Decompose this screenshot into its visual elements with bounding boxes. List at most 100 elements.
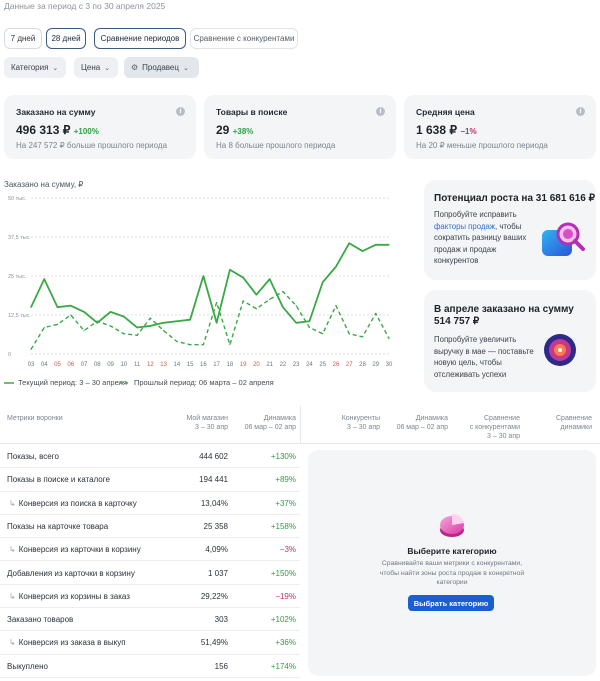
sales-factors-link[interactable]: факторы продаж [434,221,496,231]
row-dynamics-value: +36% [275,638,296,648]
x-tick-label: 23 [293,362,300,368]
period-note: Данные за период с 3 по 30 апреля 2025 [4,1,166,11]
data-point [216,322,218,324]
kpi-subtext: На 8 больше прошлого периода [216,141,336,150]
data-point [123,315,125,318]
row-label: Показы, всего [7,452,59,461]
orders-line-chart: 50 тыс. 37,5 тыс. 25 тыс. 12,5 тыс. 0 03 04 05 0… [8,196,393,368]
table-row[interactable]: Выкуплено 156 +174% [0,655,300,678]
row-label: ↳ Конверсия из заказа в выкуп [9,638,126,647]
table-row[interactable]: Показы, всего 444 602 +130% [0,445,300,469]
target-illustration-icon [544,334,576,366]
x-tick-label: 18 [227,362,234,368]
table-row[interactable]: Показы на карточке товара 25 358 +158% [0,515,300,539]
data-point [189,344,191,346]
legend-previous-label: Прошлый период: 06 марта – 02 апреля [134,378,274,387]
x-tick-label: 06 [67,362,74,368]
col-dynamics-header: Динамика 06 мар – 02 апр [245,414,296,432]
table-row[interactable]: ↳ Конверсия из поиска в карточку 13,04% +37… [0,492,300,515]
row-my-store-value: 444 602 [199,452,228,461]
seller-filter[interactable]: ⚙ Продавец ⌄ [124,57,199,78]
table-header: Метрики воронки Мой магазин 3 – 30 апр Ди… [0,406,600,444]
seller-filter-label: Продавец [142,63,179,72]
data-point [282,291,284,293]
col-competitors-period: 3 – 30 апр [347,424,380,431]
growth-potential-text-before: Попробуйте исправить [434,210,517,219]
data-point [375,244,377,246]
data-point [348,333,350,335]
data-point [361,250,364,252]
period-28-days-button[interactable]: 28 дней [46,28,86,49]
x-tick-label: 04 [41,362,48,368]
row-label-text: Добавления из карточки в корзину [7,568,135,578]
table-row[interactable]: ↳ Конверсия из карточки в корзину 4,09% −3% [0,538,300,562]
x-tick-label: 20 [253,362,260,368]
select-category-button[interactable]: Выбрать категорию [408,595,494,611]
data-point [70,305,72,307]
data-point [322,333,324,335]
growth-potential-card[interactable]: Потенциал роста на 31 681 616 ₽ Попробуй… [424,180,596,280]
category-filter[interactable]: Категория ⌄ [4,57,66,78]
row-dynamics-value: +89% [275,475,296,485]
row-label-text: Выкуплено [7,661,48,671]
kpi-value: 496 313 ₽ [16,123,71,137]
column-divider [300,406,301,444]
kpi-value-row: 29 +38% [216,123,253,137]
chevron-down-icon: ⌄ [104,64,111,72]
row-label-text: Показы на карточке товара [7,521,109,531]
x-tick-label: 16 [200,362,207,368]
growth-potential-text: Попробуйте исправить факторы продаж, что… [434,209,536,267]
row-label: Показы в поиске и каталоге [7,475,110,484]
row-label-text: Конверсия из поиска в карточку [18,498,137,508]
data-point [83,311,85,313]
monthly-goal-card[interactable]: В апреле заказано на сумму 514 757 ₽ Поп… [424,290,596,392]
row-label: Показы на карточке товара [7,522,108,531]
col-dynamics-period: 06 мар – 02 апр [244,424,296,431]
row-dynamics-value: +150% [270,568,296,578]
data-point [335,266,337,268]
monthly-goal-text: Попробуйте увеличить выручку в мае — пос… [434,335,534,379]
data-point [269,298,271,300]
price-filter[interactable]: Цена ⌄ [74,57,118,78]
col-dynamics2-header: Динамика 06 мар – 02 апр [397,414,448,432]
table-row[interactable]: ↳ Конверсия из корзины в заказ 29,22% −19% [0,585,300,609]
info-icon[interactable]: i [176,107,185,116]
row-my-store-value: 194 441 [199,475,228,485]
row-my-store-value: 51,49% [200,638,228,648]
x-tick-label: 15 [187,362,194,368]
row-my-store-value: 29,22% [200,591,228,601]
x-tick-label: 19 [240,362,247,368]
x-tick-label: 08 [94,362,101,368]
row-my-store-value: 156 [214,661,228,671]
kpi-delta: +38% [232,127,254,136]
row-label: ↳ Конверсия из карточки в корзину [9,545,141,554]
data-point [83,330,85,332]
table-row[interactable]: Показы в поиске и каталоге 194 441 +89% [0,468,300,492]
compare-periods-button[interactable]: Сравнение периодов [94,28,186,49]
table-row[interactable]: ↳ Конверсия из заказа в выкуп 51,49% +36% [0,631,300,655]
row-dynamics-value: +130% [270,452,296,461]
data-point [308,326,311,329]
kpi-card-ordered-sum: Заказано на сумму i 496 313 ₽ +100% На 2… [4,95,196,159]
y-tick-label: 25 тыс. [8,274,27,280]
row-label: ↳ Конверсия из корзины в заказ [9,592,130,601]
kpi-value-row: 1 638 ₽ −1% [416,123,477,137]
col-my-store-period: 3 – 30 апр [195,424,228,431]
series-line-previous[interactable] [30,290,390,350]
kpi-value: 1 638 ₽ [416,123,457,137]
data-point [229,269,231,271]
info-icon[interactable]: i [376,107,385,116]
x-tick-label: 17 [213,362,220,368]
period-7-days-button[interactable]: 7 дней [4,28,42,49]
series-line-current[interactable] [30,242,389,329]
compare-competitors-button[interactable]: Сравнение с конкурентами [190,28,298,49]
data-point [176,340,178,343]
legend-solid-line-icon [4,381,14,384]
legend-dashed-line-icon [120,381,130,384]
data-point [30,306,32,308]
table-row[interactable]: Добавления из карточки в корзину 1 037 +15… [0,562,300,585]
row-label-text: Конверсия из карточки в корзину [18,545,141,555]
table-row[interactable]: Заказано товаров 303 +102% [0,608,300,632]
empty-state-text-line3: категории [436,579,468,586]
info-icon[interactable]: i [576,107,585,116]
